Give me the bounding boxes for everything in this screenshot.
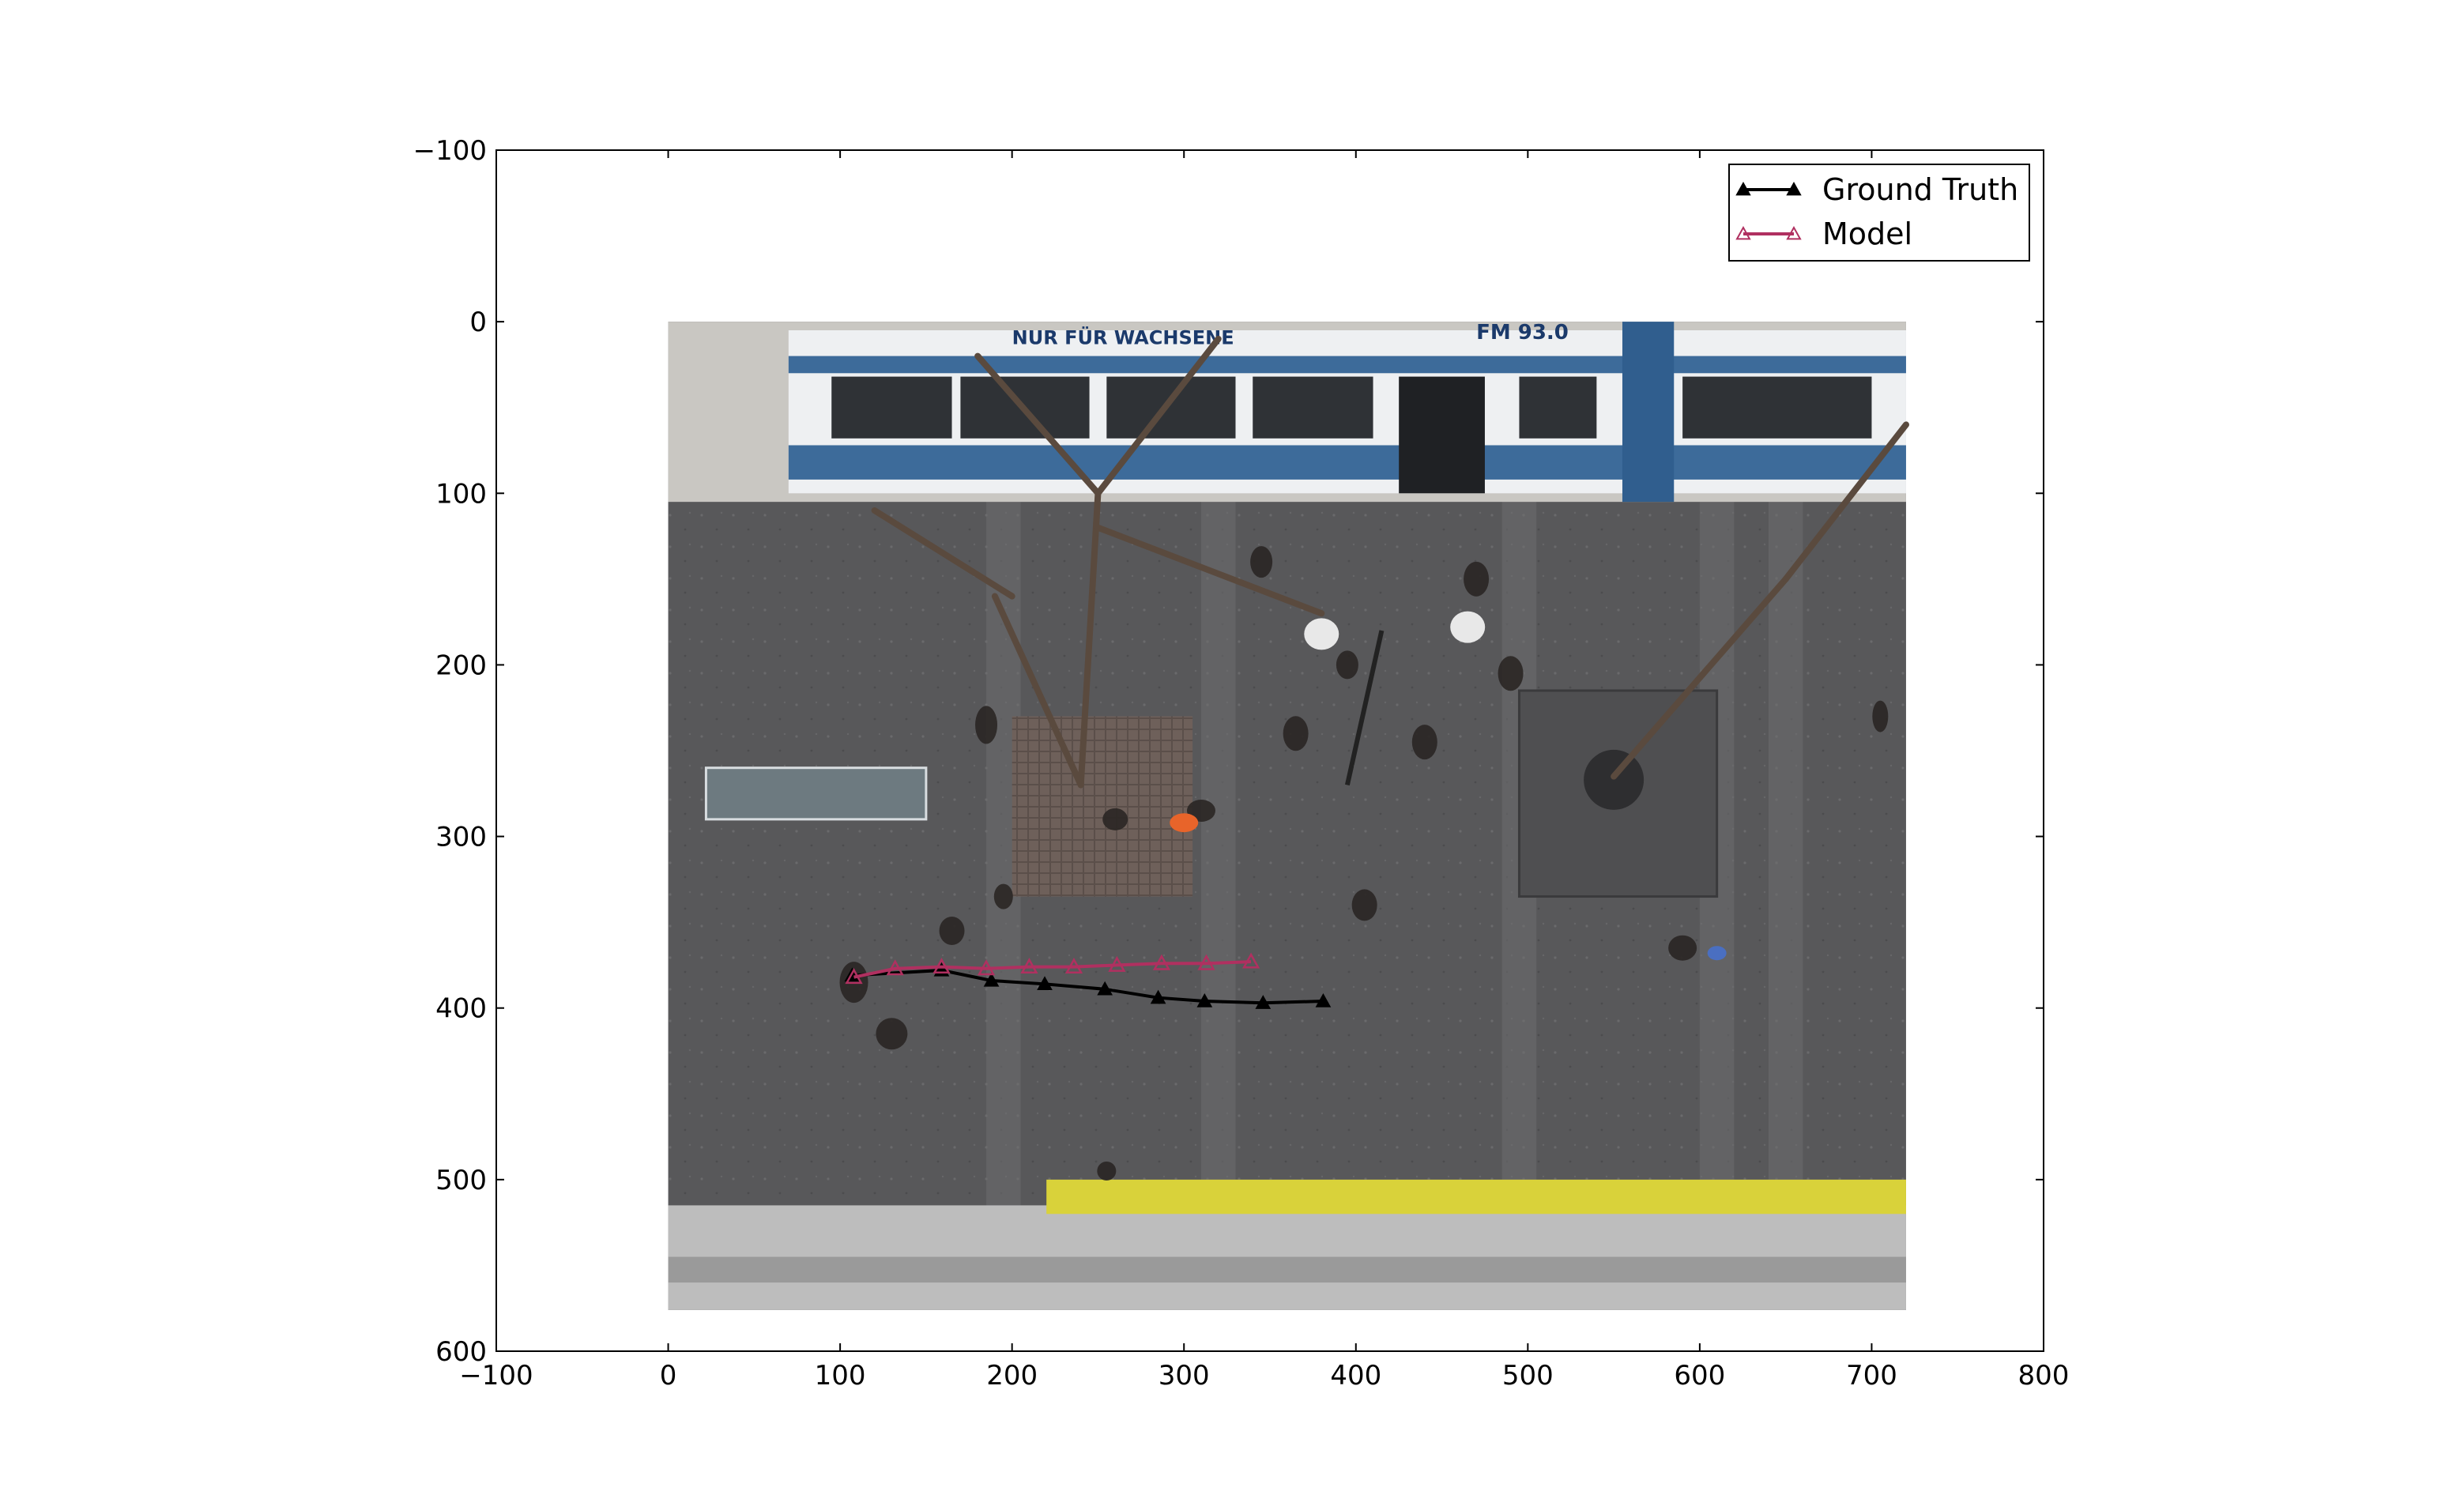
legend-label: Ground Truth [1822,172,2018,207]
x-tick-label: 800 [2018,1360,2070,1391]
tram-sign: NUR FÜR WACHSENE [1012,325,1234,348]
x-tick-label: 700 [1846,1360,1897,1391]
background-photo: FM 93.0 NUR FÜR WACHSENE [668,321,1909,1310]
pedestrian [1283,716,1309,751]
x-tick-label: 500 [1502,1360,1554,1391]
data-point-ground-truth [1097,981,1113,996]
pedestrian-blue [1707,946,1727,961]
y-tick-label: −100 [413,135,487,167]
lamp-post [1344,630,1385,786]
legend-marker [1735,181,1751,196]
y-tick-label: 300 [435,822,487,853]
data-point-ground-truth [1315,992,1332,1007]
x-tick-label: 400 [1330,1360,1381,1391]
y-tick-label: 400 [435,993,487,1025]
axis-ticks [495,149,2044,1352]
tree-branch [871,507,1015,600]
y-tick-label: 200 [435,650,487,681]
x-tick-label: 300 [1159,1360,1210,1391]
data-point-model [1020,958,1038,974]
tram-window [1106,376,1236,439]
legend-box [1728,164,2030,262]
bench [704,766,928,821]
data-point-ground-truth [1150,989,1166,1004]
y-tick-label: 500 [435,1165,487,1196]
lamp-globe [1304,618,1339,650]
series-layer [844,952,1332,1009]
data-point-ground-truth [983,972,1000,987]
data-point-model [845,968,863,985]
pedestrian [1102,808,1128,830]
pedestrian [1336,650,1358,680]
tram-sign: FM 93.0 [1476,321,1569,345]
y-tick-label: 600 [435,1336,487,1368]
legend-label: Model [1822,217,1912,251]
metal-rail [668,1256,1906,1283]
x-tick-label: 0 [660,1360,677,1391]
pedestrian [975,706,998,744]
data-point-model [1241,952,1260,969]
series-line-model [853,960,1252,979]
data-point-model [932,958,951,974]
tree-grate [1012,716,1193,897]
pedestrian [1250,546,1273,578]
tram-window [1519,376,1597,439]
pedestrian [993,883,1013,909]
data-point-model [1197,954,1215,970]
plot-frame [495,149,2044,1352]
y-tick-label: 100 [435,478,487,510]
tram-window [1253,376,1373,439]
pedestrian [1498,656,1524,691]
tree-branch [974,352,1102,497]
pavement-stripe [1200,493,1236,1248]
pedestrian [1668,935,1697,961]
pedestrian-orange [1170,813,1199,833]
x-tick-label: −100 [459,1360,533,1391]
y-tick-label: 0 [469,307,487,338]
tram-stripe [788,445,1906,480]
data-point-model [977,959,996,976]
tree-branch [1611,575,1789,780]
tree-branch [991,593,1084,789]
x-tick-label: 600 [1674,1360,1725,1391]
pedestrian [939,917,965,945]
data-point-model [1152,954,1171,970]
tram-joint [1622,322,1675,503]
data-point-ground-truth [1255,995,1272,1009]
pedestrian [1097,1162,1117,1181]
pavement-stripe [1768,493,1803,1248]
x-tick-label: 200 [986,1360,1038,1391]
legend: Ground Truth Model [1728,164,2030,262]
tram-window [831,376,952,439]
drain-cover [1584,749,1645,810]
legend-marker [1735,225,1751,240]
pedestrian [1351,889,1377,921]
tram-door [1399,376,1485,494]
legend-marker [1786,181,1802,196]
data-point-model [1108,955,1126,972]
data-point-ground-truth [1196,992,1213,1007]
tree-branch [1077,490,1102,789]
yellow-rail [1046,1179,1906,1214]
lamp-globe [1450,611,1486,643]
tree-branch [1782,421,1909,582]
tram-roofline [788,356,1906,374]
tree-branch [1094,335,1222,497]
tree-branch [1094,524,1325,617]
x-tick-label: 100 [815,1360,866,1391]
data-point-ground-truth [1037,976,1053,991]
pedestrian [1411,725,1437,760]
data-point-model [1064,958,1083,974]
pedestrian [1872,700,1889,732]
axis-tick-labels: −100 0 100 200 300 400 500 600 700 800 −100 0 100 200… [413,135,2070,1391]
legend-marker [1786,225,1802,240]
pedestrian [876,1018,908,1050]
data-point-model [886,959,904,976]
pedestrian [1464,561,1490,597]
tram-window [1682,376,1872,439]
